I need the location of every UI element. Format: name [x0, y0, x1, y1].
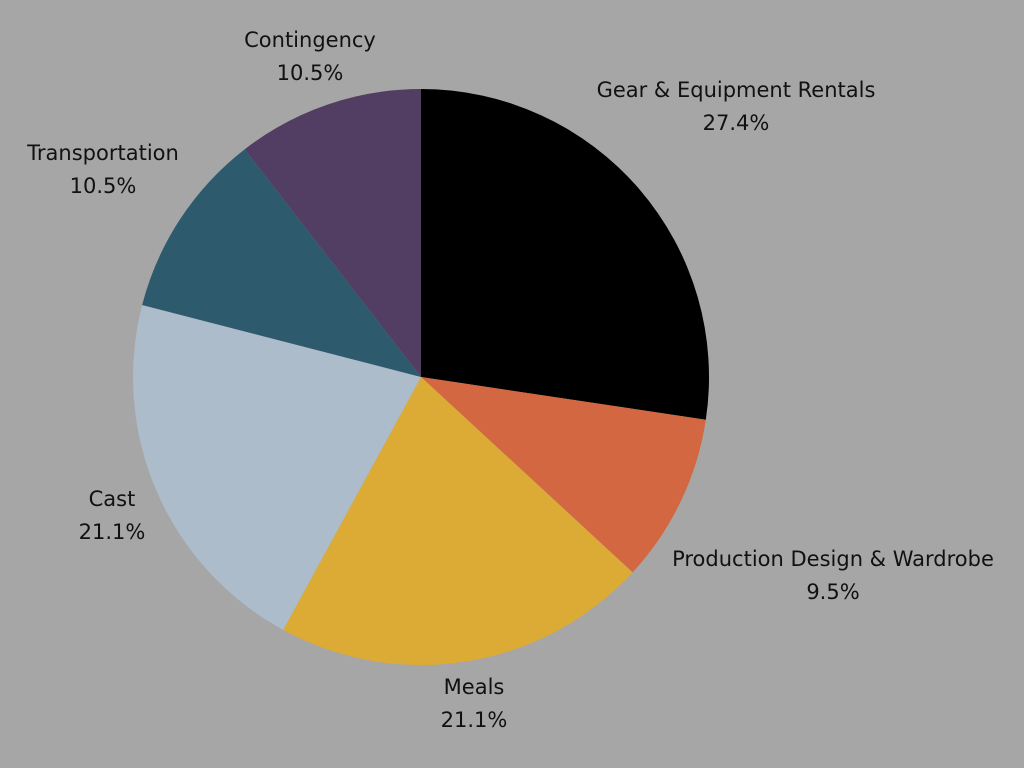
pie-slice-3	[132, 305, 421, 630]
slice-value-label-0: 27.4%	[703, 111, 770, 135]
slice-label-5: Contingency	[244, 28, 376, 52]
slice-value-label-1: 9.5%	[806, 580, 859, 604]
pie-slice-1	[421, 377, 706, 573]
slice-label-2: Meals	[444, 675, 505, 699]
pie-slice-4	[142, 149, 421, 377]
slice-value-label-2: 21.1%	[441, 708, 508, 732]
slice-value-label-4: 10.5%	[70, 174, 137, 198]
pie-slice-2	[283, 377, 633, 666]
slice-label-1: Production Design & Wardrobe	[672, 547, 994, 571]
slice-label-4: Transportation	[26, 141, 179, 165]
slice-value-label-3: 21.1%	[79, 520, 146, 544]
pie-slices	[132, 89, 710, 666]
pie-slice-5	[244, 89, 421, 377]
slice-label-0: Gear & Equipment Rentals	[597, 78, 876, 102]
slice-label-3: Cast	[89, 487, 136, 511]
pie-slice-0	[421, 89, 710, 420]
slice-value-label-5: 10.5%	[277, 61, 344, 85]
pie-labels: Gear & Equipment Rentals 27.4% Production …	[26, 28, 994, 732]
